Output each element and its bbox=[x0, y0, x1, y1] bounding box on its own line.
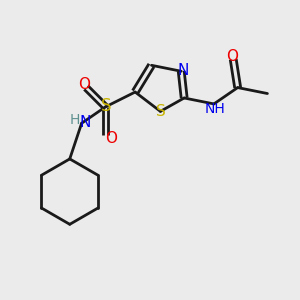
Text: H: H bbox=[70, 113, 80, 127]
Text: N: N bbox=[80, 115, 91, 130]
Text: S: S bbox=[101, 97, 111, 115]
Text: S: S bbox=[155, 104, 165, 119]
Text: O: O bbox=[105, 131, 117, 146]
Text: N: N bbox=[178, 63, 189, 78]
Text: O: O bbox=[226, 50, 238, 64]
Text: O: O bbox=[78, 77, 90, 92]
Text: NH: NH bbox=[205, 102, 226, 116]
